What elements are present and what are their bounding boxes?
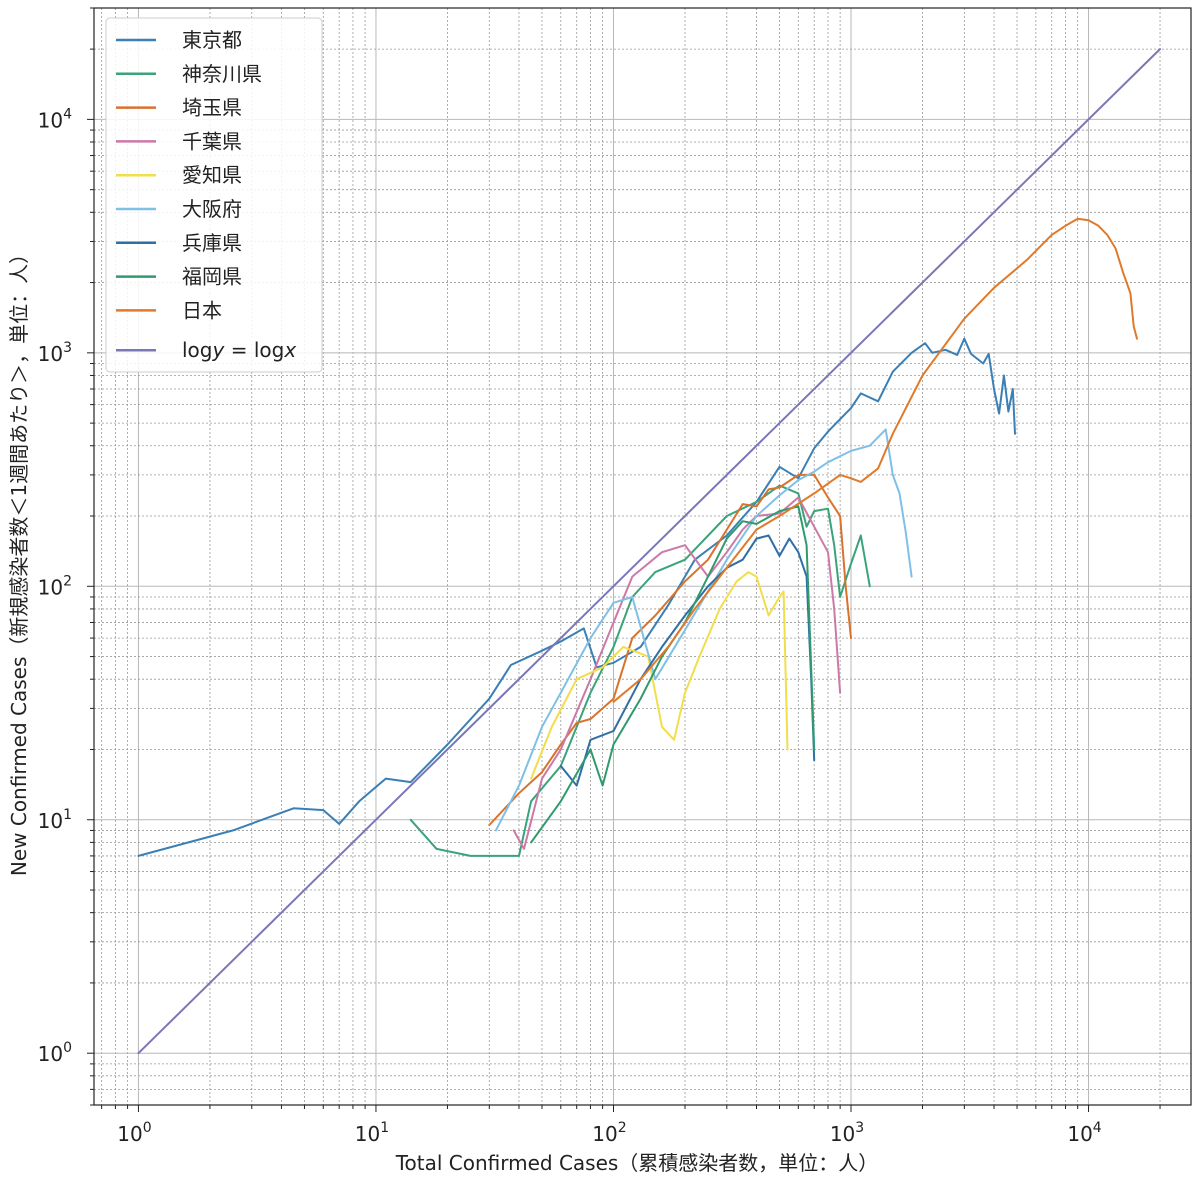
legend-label-4: 愛知県 (182, 163, 242, 187)
legend-label-6: 兵庫県 (182, 231, 242, 255)
x-tick-exponent: 2 (618, 1120, 627, 1136)
legend-label-2: 埼玉県 (182, 96, 242, 120)
legend-label-5: 大阪府 (182, 197, 242, 221)
x-tick-exponent: 3 (855, 1120, 864, 1136)
series-line-0 (137, 337, 1016, 857)
x-tick-exponent: 0 (143, 1120, 152, 1136)
series-line-6 (559, 534, 816, 787)
series-line-5 (494, 428, 913, 832)
legend-box (105, 17, 323, 373)
legend-label-3: 千葉県 (182, 129, 242, 153)
legend-label-part: = log (224, 338, 284, 362)
y-tick-exponent: 3 (63, 340, 72, 356)
legend-label-9: logy = logx (182, 338, 296, 362)
series-line-4 (530, 571, 789, 780)
legend-label-part: y (212, 338, 226, 362)
y-axis-label: New Confirmed Cases（新規感染者数＜1週間あたり＞，単位：人） (7, 244, 31, 876)
y-tick-exponent: 2 (63, 573, 72, 589)
series-lines (137, 48, 1161, 1055)
legend-label-part: x (283, 338, 296, 362)
series-line-2 (488, 473, 852, 826)
legend-label-7: 福岡県 (182, 265, 242, 289)
legend-label-8: 日本 (182, 298, 222, 322)
legend-label-0: 東京都 (182, 28, 242, 52)
y-tick-exponent: 1 (63, 807, 72, 823)
series-line-9 (137, 48, 1161, 1055)
x-axis-label: Total Confirmed Cases（累積感染者数，単位：人） (395, 1151, 879, 1175)
plot-frame (93, 7, 1192, 1106)
series-line-1 (409, 484, 871, 857)
x-tick-exponent: 1 (380, 1120, 389, 1136)
legend-label-1: 神奈川県 (182, 62, 262, 86)
grid (94, 7, 1191, 1106)
y-tick-exponent: 4 (63, 106, 72, 122)
series-line-8 (612, 217, 1138, 703)
x-tick-exponent: 4 (1093, 1120, 1102, 1136)
y-tick-exponent: 0 (63, 1040, 72, 1056)
legend-label-part: log (182, 338, 213, 362)
